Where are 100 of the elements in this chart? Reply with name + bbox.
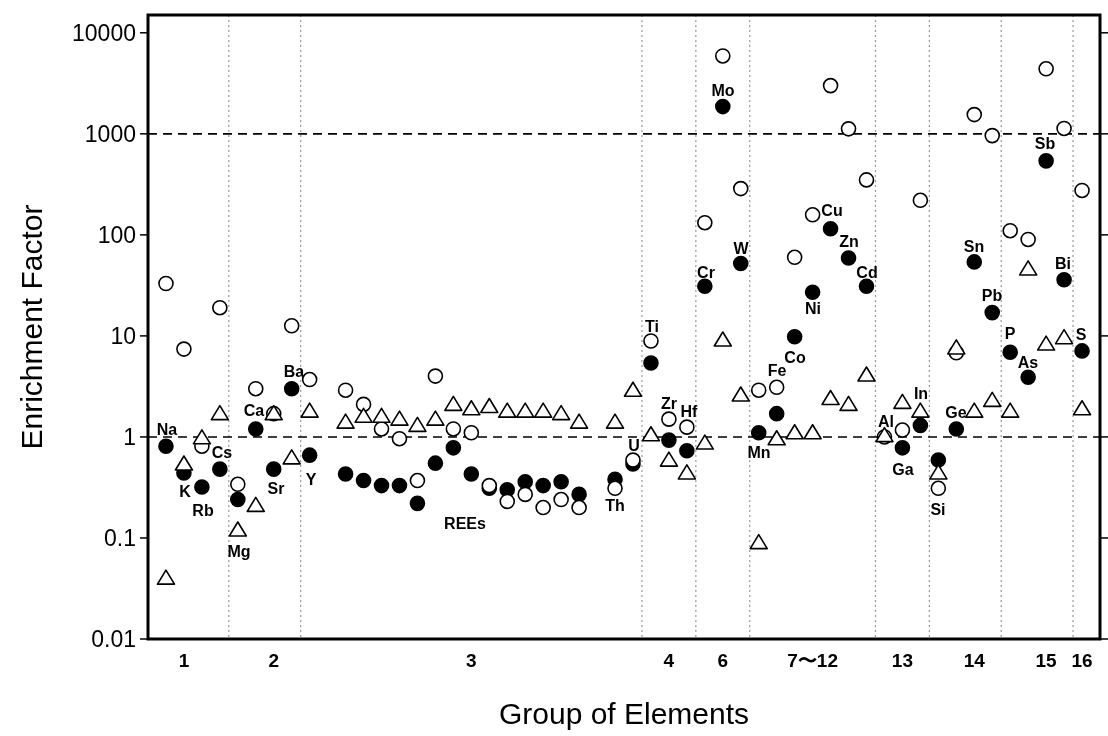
point — [894, 440, 911, 456]
point — [283, 380, 300, 397]
point — [984, 304, 1001, 321]
point — [858, 172, 875, 188]
point — [247, 380, 264, 397]
annotation: Fe — [767, 361, 787, 379]
point — [426, 410, 445, 426]
point — [768, 379, 785, 396]
point — [714, 48, 731, 64]
point — [444, 395, 463, 412]
point — [1000, 402, 1020, 418]
point — [1056, 120, 1072, 137]
annotation: Mg — [227, 542, 251, 560]
annotation: Al — [878, 412, 894, 430]
point — [337, 382, 354, 399]
point — [408, 416, 427, 433]
point — [247, 421, 264, 437]
annotation: Rb — [192, 501, 214, 519]
point — [391, 477, 408, 494]
point — [445, 440, 462, 456]
point — [822, 77, 839, 94]
point — [230, 476, 246, 493]
point — [533, 402, 553, 418]
point — [301, 447, 318, 463]
point — [821, 389, 840, 406]
x-tick-label: 1 — [178, 650, 190, 671]
annotation: Cu — [821, 201, 843, 219]
annotation: Bi — [1055, 254, 1071, 272]
point — [912, 417, 929, 434]
y-tick-label: 100 — [97, 221, 136, 248]
point — [354, 407, 373, 424]
annotation: Mn — [747, 443, 771, 461]
point — [929, 464, 948, 480]
annotation: K — [179, 482, 192, 500]
annotation: Co — [784, 348, 806, 366]
point — [192, 429, 212, 445]
annotation: REEs — [444, 514, 486, 532]
point — [445, 421, 462, 437]
point — [911, 402, 930, 418]
annotation: Ba — [283, 362, 305, 380]
point — [695, 434, 715, 450]
point — [607, 480, 623, 497]
point — [714, 98, 731, 115]
point — [212, 461, 228, 477]
point — [930, 452, 947, 468]
annotation: Sn — [963, 237, 985, 255]
point — [1074, 182, 1090, 199]
annotation: Th — [605, 496, 625, 514]
point — [1020, 369, 1036, 386]
annotation: Si — [930, 500, 946, 518]
y-tick-label: 10 — [110, 322, 136, 349]
annotation: P — [1004, 324, 1016, 342]
point — [713, 331, 733, 347]
x-axis-title: Group of Elements — [498, 697, 750, 730]
point — [804, 206, 821, 223]
annotation: Y — [305, 470, 317, 488]
point — [373, 477, 390, 494]
y-tick-label: 10000 — [72, 19, 136, 46]
x-tick-label: 16 — [1071, 650, 1093, 671]
point — [839, 395, 858, 412]
point — [1056, 271, 1072, 288]
point — [605, 413, 625, 429]
point — [804, 284, 821, 301]
annotation: As — [1017, 353, 1039, 371]
point — [803, 423, 822, 440]
point — [643, 333, 659, 349]
point — [625, 452, 641, 468]
point — [768, 405, 785, 422]
point — [697, 214, 713, 231]
point — [786, 328, 803, 345]
point — [553, 491, 569, 508]
point — [265, 461, 282, 477]
point — [409, 472, 426, 489]
point — [1002, 222, 1018, 239]
point — [661, 411, 677, 427]
point — [463, 466, 480, 482]
point — [1074, 343, 1090, 359]
point — [1054, 328, 1074, 345]
annotation: Cd — [856, 263, 878, 281]
point — [1018, 260, 1038, 276]
point — [427, 455, 444, 471]
point — [966, 106, 983, 123]
point — [912, 192, 929, 209]
point — [462, 399, 481, 416]
point — [894, 422, 911, 438]
point — [282, 449, 301, 465]
annotation: Zr — [661, 394, 677, 412]
point — [156, 569, 176, 585]
x-tick-label: 14 — [963, 650, 986, 671]
annotation: Sb — [1034, 134, 1056, 152]
point — [840, 121, 857, 137]
point — [1038, 153, 1054, 169]
point — [822, 220, 839, 237]
annotation: Na — [156, 420, 178, 438]
point — [571, 486, 587, 503]
point — [176, 341, 192, 357]
point — [390, 410, 409, 426]
point — [982, 391, 1002, 408]
annotation: In — [913, 384, 929, 402]
annotation: Hf — [680, 402, 699, 420]
